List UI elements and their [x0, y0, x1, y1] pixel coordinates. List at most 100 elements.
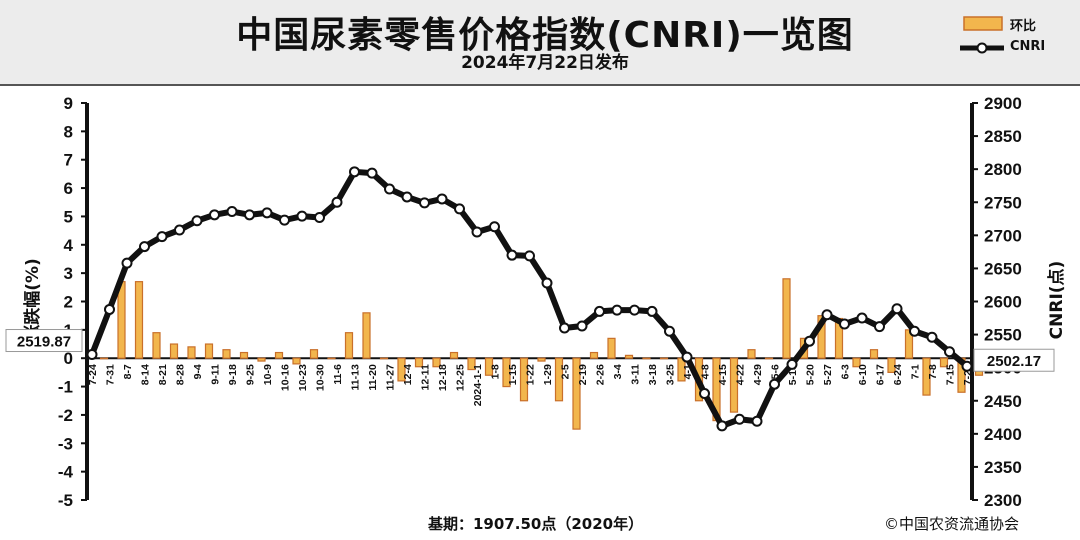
cnri-point [366, 167, 378, 179]
right-tick-label: 2850 [984, 127, 1022, 146]
x-tick-label: 4-22 [735, 364, 747, 385]
x-tick-label: 6-17 [875, 364, 887, 385]
chart-title: 中国尿素零售价格指数(CNRI)一览图 [236, 15, 854, 56]
left-tick-label: -3 [58, 434, 73, 453]
x-tick-label: 1-15 [507, 364, 519, 385]
bar [589, 351, 599, 359]
cnri-point [156, 231, 168, 243]
x-tick-label: 4-8 [700, 364, 712, 379]
right-tick-label: 2600 [984, 293, 1022, 312]
right-tick-label: 2300 [984, 491, 1022, 510]
left-tick-label: 8 [64, 122, 73, 141]
cnri-point [716, 420, 728, 432]
copyright-note: ©中国农资流通协会 [884, 515, 1020, 533]
x-tick-label: 6-24 [892, 364, 904, 385]
x-tick-label: 2-19 [577, 364, 589, 385]
right-tick-label: 2350 [984, 458, 1022, 477]
x-tick-label: 9-18 [227, 364, 239, 385]
left-tick-label: 4 [64, 236, 74, 255]
right-tick-label: 2700 [984, 226, 1022, 245]
x-tick-label: 3-25 [665, 364, 677, 385]
cnri-point [664, 325, 675, 337]
bar [519, 357, 529, 402]
cnri-point [279, 214, 290, 226]
cnri-point [961, 360, 973, 372]
bar [782, 278, 791, 359]
bar [397, 357, 406, 382]
bar [659, 357, 669, 360]
cnri-point [944, 346, 955, 358]
x-tick-label: 12-11 [420, 364, 432, 390]
x-tick-label: 2024-1-1 [472, 364, 484, 406]
legend-line-label: CNRI [1010, 39, 1046, 54]
x-tick-label: 4-29 [752, 364, 764, 385]
cnri-point [541, 277, 553, 289]
chart-header: 中国尿素零售价格指数(CNRI)一览图 2024年7月22日发布 环比 CNRI [0, 0, 1080, 86]
cnri-point [384, 183, 395, 195]
right-tick-label: 2400 [984, 425, 1022, 444]
cnri-point [874, 321, 885, 333]
bar [554, 357, 564, 402]
x-tick-label: 12-25 [455, 364, 467, 391]
cnri-point [104, 303, 115, 315]
bar [379, 357, 389, 360]
cnri-point [786, 358, 798, 370]
x-tick-label: 2-26 [595, 364, 607, 385]
bar [642, 357, 651, 360]
cnri-point [734, 413, 745, 425]
cnri-point [401, 191, 413, 203]
bar [344, 332, 354, 359]
x-tick-label: 7-15 [945, 364, 957, 385]
left-axis-title: 涨跌幅(%) [22, 258, 43, 342]
cnri-point [261, 207, 273, 219]
cnri-point [804, 335, 815, 347]
base-period-note: 基期：1907.50点（2020年） [428, 515, 644, 533]
bar [817, 315, 826, 359]
legend-bar-swatch [963, 16, 1003, 31]
cnri-point [454, 203, 465, 215]
left-tick-label: 0 [64, 349, 73, 368]
end-value-label: 2502.17 [987, 353, 1041, 370]
x-tick-label: 8-14 [140, 364, 152, 385]
cnri-point [926, 331, 938, 343]
cnri-point [576, 320, 588, 332]
bar [414, 357, 424, 368]
x-tick-label: 3-11 [630, 364, 642, 385]
cnri-point [139, 241, 150, 253]
left-tick-label: -1 [58, 378, 73, 397]
end-label-box [973, 348, 1055, 372]
x-tick-label: 8-7 [122, 364, 134, 379]
x-tick-label: 1-22 [525, 364, 537, 385]
x-tick-label: 11-13 [350, 364, 362, 390]
x-tick-label: 5-20 [805, 364, 817, 385]
legend-bar-label: 环比 [1010, 19, 1037, 34]
x-tick-label: 10-30 [315, 364, 327, 391]
x-tick-label: 4-15 [717, 364, 729, 385]
bar [502, 357, 511, 388]
bar [537, 357, 546, 362]
bar [274, 351, 284, 359]
x-tick-label: 5-27 [822, 364, 834, 385]
left-tick-label: -5 [58, 491, 73, 510]
x-tick-label: 3-18 [647, 364, 659, 385]
left-tick-label: 3 [64, 264, 73, 283]
cnri-point [86, 349, 98, 361]
left-tick-label: 5 [64, 207, 73, 226]
right-tick-label: 2450 [984, 392, 1022, 411]
cnri-point [296, 210, 308, 222]
bar [869, 349, 879, 359]
bar [152, 332, 161, 359]
bar [309, 349, 319, 359]
cnri-point [314, 211, 325, 223]
left-tick-label: -4 [58, 463, 74, 482]
bar [432, 357, 441, 368]
bar [362, 312, 371, 359]
right-tick-label: 2800 [984, 160, 1022, 179]
cnri-point [174, 224, 185, 236]
start-label-box [5, 329, 83, 353]
left-tick-label: -2 [58, 406, 73, 425]
cnri-point [856, 312, 868, 324]
cnri-point [909, 325, 920, 337]
x-tick-label: 11-6 [332, 364, 344, 385]
